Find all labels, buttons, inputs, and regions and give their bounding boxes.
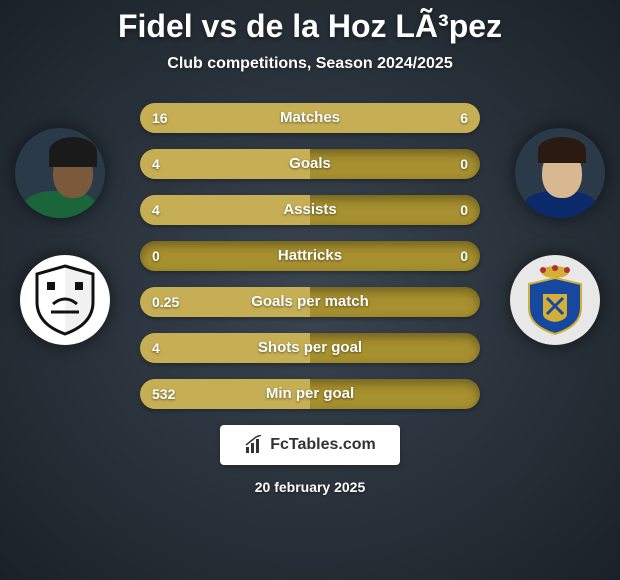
player-right-avatar [515,128,605,218]
stat-label: Shots per goal [140,333,480,363]
stat-label: Hattricks [140,241,480,271]
comparison-card: Fidel vs de la Hoz LÃ³pez Club competiti… [0,0,620,580]
stat-row: 4Goals0 [140,149,480,179]
stat-value-right: 0 [460,195,468,225]
stat-row: 4Shots per goal [140,333,480,363]
stat-value-right: 0 [460,149,468,179]
stat-row: 0Hattricks0 [140,241,480,271]
chart-icon [244,435,264,455]
stat-value-right: 0 [460,241,468,271]
stat-label: Goals [140,149,480,179]
stat-value-right: 6 [460,103,468,133]
shield-icon [33,264,97,336]
stat-row: 532Min per goal [140,379,480,409]
shield-icon [523,264,587,336]
watermark: FcTables.com [220,425,400,465]
stat-row: 16Matches6 [140,103,480,133]
stat-label: Assists [140,195,480,225]
page-title: Fidel vs de la Hoz LÃ³pez [0,8,620,45]
stats-bars: 16Matches64Goals04Assists00Hattricks00.2… [140,103,480,409]
stat-label: Matches [140,103,480,133]
stat-label: Min per goal [140,379,480,409]
subtitle: Club competitions, Season 2024/2025 [0,55,620,73]
watermark-text: FcTables.com [270,436,376,454]
team-right-crest [510,255,600,345]
team-left-crest [20,255,110,345]
stat-row: 0.25Goals per match [140,287,480,317]
date-label: 20 february 2025 [0,479,620,495]
stat-label: Goals per match [140,287,480,317]
stat-row: 4Assists0 [140,195,480,225]
player-left-avatar [15,128,105,218]
